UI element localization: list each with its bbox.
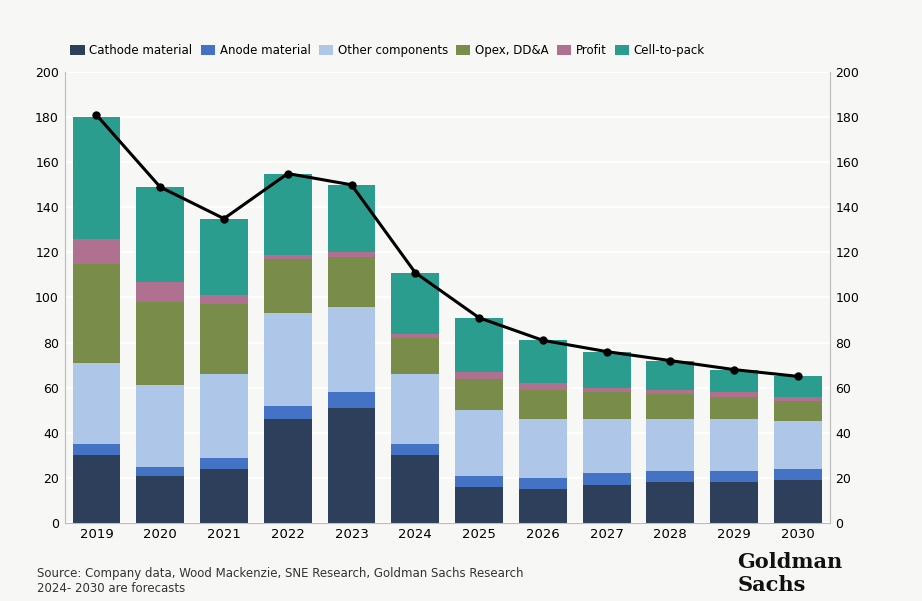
Bar: [519, 383, 567, 390]
Bar: [136, 466, 184, 475]
Bar: [710, 482, 758, 523]
Bar: [200, 219, 248, 295]
Bar: [774, 401, 822, 421]
Bar: [264, 419, 312, 523]
Bar: [455, 410, 503, 475]
Bar: [264, 259, 312, 313]
Bar: [583, 419, 631, 474]
Bar: [200, 374, 248, 457]
Bar: [391, 273, 439, 334]
Bar: [583, 392, 631, 419]
Bar: [710, 392, 758, 397]
Bar: [73, 117, 121, 239]
Bar: [73, 264, 121, 363]
Bar: [391, 338, 439, 374]
Bar: [200, 469, 248, 523]
Bar: [583, 388, 631, 392]
Bar: [136, 282, 184, 302]
Bar: [73, 444, 121, 456]
Bar: [774, 421, 822, 469]
Bar: [327, 307, 375, 392]
Bar: [327, 257, 375, 307]
Bar: [583, 474, 631, 484]
Legend: Cathode material, Anode material, Other components, Opex, DD&A, Profit, Cell-to-: Cathode material, Anode material, Other …: [70, 44, 705, 57]
Text: Goldman
Sachs: Goldman Sachs: [738, 552, 843, 595]
Bar: [455, 318, 503, 372]
Bar: [455, 379, 503, 410]
Bar: [200, 295, 248, 304]
Bar: [519, 478, 567, 489]
Bar: [391, 456, 439, 523]
Bar: [519, 489, 567, 523]
Bar: [455, 487, 503, 523]
Bar: [519, 390, 567, 419]
Bar: [200, 304, 248, 374]
Bar: [264, 174, 312, 255]
Bar: [455, 372, 503, 379]
Bar: [264, 313, 312, 406]
Bar: [774, 397, 822, 401]
Bar: [710, 397, 758, 419]
Bar: [646, 394, 694, 419]
Bar: [710, 471, 758, 482]
Bar: [646, 390, 694, 394]
Bar: [774, 376, 822, 397]
Bar: [136, 385, 184, 466]
Bar: [710, 419, 758, 471]
Bar: [455, 475, 503, 487]
Bar: [136, 475, 184, 523]
Bar: [646, 471, 694, 482]
Bar: [327, 392, 375, 408]
Bar: [73, 363, 121, 444]
Bar: [774, 480, 822, 523]
Bar: [646, 361, 694, 390]
Bar: [391, 334, 439, 338]
Bar: [774, 469, 822, 480]
Bar: [73, 456, 121, 523]
Bar: [136, 187, 184, 282]
Bar: [136, 302, 184, 385]
Bar: [73, 239, 121, 264]
Bar: [583, 484, 631, 523]
Bar: [391, 374, 439, 444]
Bar: [710, 370, 758, 392]
Bar: [327, 408, 375, 523]
Bar: [200, 457, 248, 469]
Bar: [646, 419, 694, 471]
Text: Source: Company data, Wood Mackenzie, SNE Research, Goldman Sachs Research
2024-: Source: Company data, Wood Mackenzie, SN…: [37, 567, 524, 595]
Bar: [391, 444, 439, 456]
Bar: [583, 352, 631, 388]
Bar: [264, 255, 312, 259]
Bar: [327, 185, 375, 252]
Bar: [327, 252, 375, 257]
Bar: [519, 340, 567, 383]
Bar: [519, 419, 567, 478]
Bar: [264, 406, 312, 419]
Bar: [646, 482, 694, 523]
